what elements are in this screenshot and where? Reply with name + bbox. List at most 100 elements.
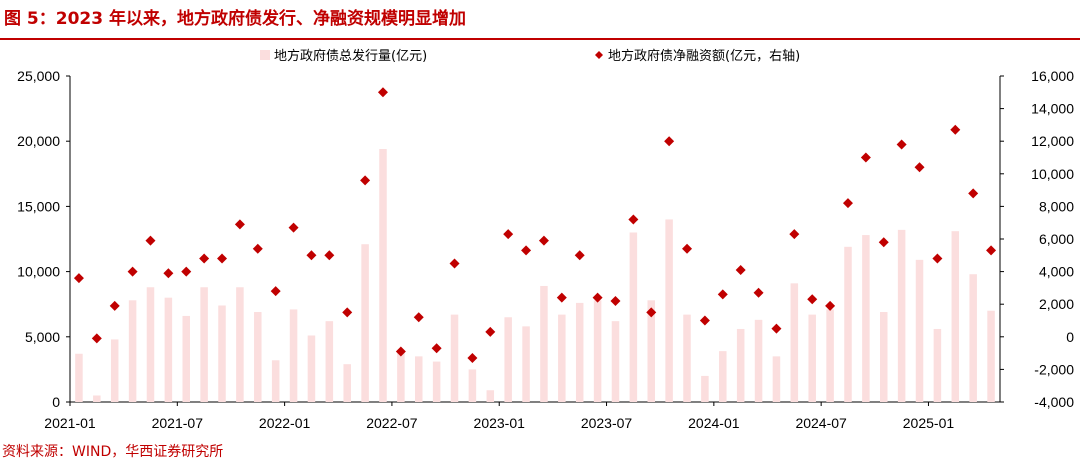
data-point	[932, 253, 943, 264]
data-point	[538, 235, 549, 246]
bar	[218, 305, 226, 402]
data-point	[109, 300, 120, 311]
bar	[808, 314, 816, 402]
data-point	[181, 266, 192, 277]
x-tick-label: 2022-01	[259, 415, 311, 431]
bar	[558, 314, 566, 402]
bar	[110, 339, 119, 402]
data-point	[556, 292, 567, 303]
x-tick-label: 2023-01	[474, 415, 526, 431]
right-tick-label: 0	[1066, 329, 1074, 345]
data-point	[735, 264, 746, 275]
left-tick-label: 0	[52, 394, 60, 410]
legend-bar-label: 地方政府债总发行量(亿元)	[274, 48, 427, 64]
data-point	[646, 307, 657, 318]
bar	[844, 246, 852, 402]
data-point	[127, 266, 138, 277]
x-tick-label: 2023-07	[581, 415, 633, 431]
x-tick-label: 2024-01	[688, 415, 740, 431]
bar	[146, 287, 155, 402]
data-point	[252, 243, 263, 254]
bar	[504, 317, 512, 402]
data-point	[449, 258, 460, 269]
data-point	[682, 243, 693, 254]
bar-series	[75, 149, 995, 402]
bar	[593, 300, 602, 402]
title-divider	[0, 38, 1080, 40]
data-point	[431, 343, 442, 354]
page-title: 图 5：2023 年以来，地方政府债发行、净融资规模明显增加	[4, 9, 466, 29]
bar	[719, 351, 727, 402]
data-point	[288, 222, 299, 233]
left-tick-label: 20,000	[17, 133, 60, 149]
bar	[665, 219, 673, 402]
bar	[200, 287, 208, 402]
right-tick-label: 12,000	[1031, 133, 1074, 149]
right-tick-label: 2,000	[1039, 296, 1074, 312]
bar	[862, 235, 870, 402]
x-tick-label: 2022-07	[366, 415, 418, 431]
left-tick-label: 10,000	[17, 264, 60, 280]
bar	[790, 283, 799, 402]
data-point	[270, 286, 281, 297]
data-point	[842, 198, 853, 209]
bar	[75, 353, 83, 402]
bar	[236, 287, 244, 402]
data-point	[610, 295, 621, 306]
bar	[93, 395, 101, 402]
bar	[522, 326, 530, 402]
data-point	[592, 292, 603, 303]
data-point	[413, 312, 424, 323]
marker-series	[73, 87, 997, 363]
data-point	[914, 162, 925, 173]
x-axis: 2021-01 2021-07 2022-01 2022-07 2023-01 2023-…	[44, 402, 954, 431]
chart: 0 5,000 10,000 15,000 20,000 25,000 -4,000 -2,…	[17, 48, 1074, 431]
left-tick-label: 25,000	[17, 68, 60, 84]
bar	[307, 335, 316, 402]
data-point	[717, 289, 728, 300]
data-point	[342, 307, 353, 318]
bar	[987, 310, 995, 402]
legend: 地方政府债总发行量(亿元) 地方政府债净融资额(亿元，右轴)	[260, 48, 800, 64]
bar	[289, 309, 298, 402]
bar	[897, 229, 906, 402]
bar	[468, 369, 477, 402]
data-point	[395, 346, 406, 357]
data-point	[306, 250, 317, 261]
right-tick-label: -2,000	[1034, 361, 1074, 377]
bar	[379, 149, 387, 402]
right-tick-label: -4,000	[1034, 394, 1074, 410]
data-point	[485, 326, 496, 337]
x-tick-label: 2021-07	[152, 415, 204, 431]
x-tick-label: 2021-01	[44, 415, 96, 431]
bar	[182, 315, 191, 402]
bar	[969, 274, 977, 402]
bar	[915, 259, 924, 402]
bar	[611, 321, 620, 402]
data-point	[628, 214, 639, 225]
data-point	[145, 235, 156, 246]
data-point	[950, 124, 961, 135]
data-point	[467, 352, 478, 363]
right-tick-label: 6,000	[1039, 231, 1074, 247]
data-point	[896, 139, 907, 150]
bar	[629, 232, 638, 402]
bar	[164, 297, 173, 402]
data-point	[574, 250, 585, 261]
data-point	[986, 245, 997, 256]
plot-frame	[69, 76, 1001, 403]
legend-marker-label: 地方政府债净融资额(亿元，右轴)	[608, 48, 800, 64]
data-point	[825, 300, 836, 311]
bar	[647, 300, 656, 402]
data-point	[807, 294, 818, 305]
data-point	[664, 136, 675, 147]
bar	[325, 321, 334, 402]
data-point	[377, 87, 388, 98]
data-point	[753, 287, 764, 298]
bar	[772, 356, 781, 402]
data-point	[968, 188, 979, 199]
bar	[826, 309, 834, 402]
bar	[736, 328, 745, 402]
data-point	[699, 315, 710, 326]
data-point	[91, 333, 102, 344]
